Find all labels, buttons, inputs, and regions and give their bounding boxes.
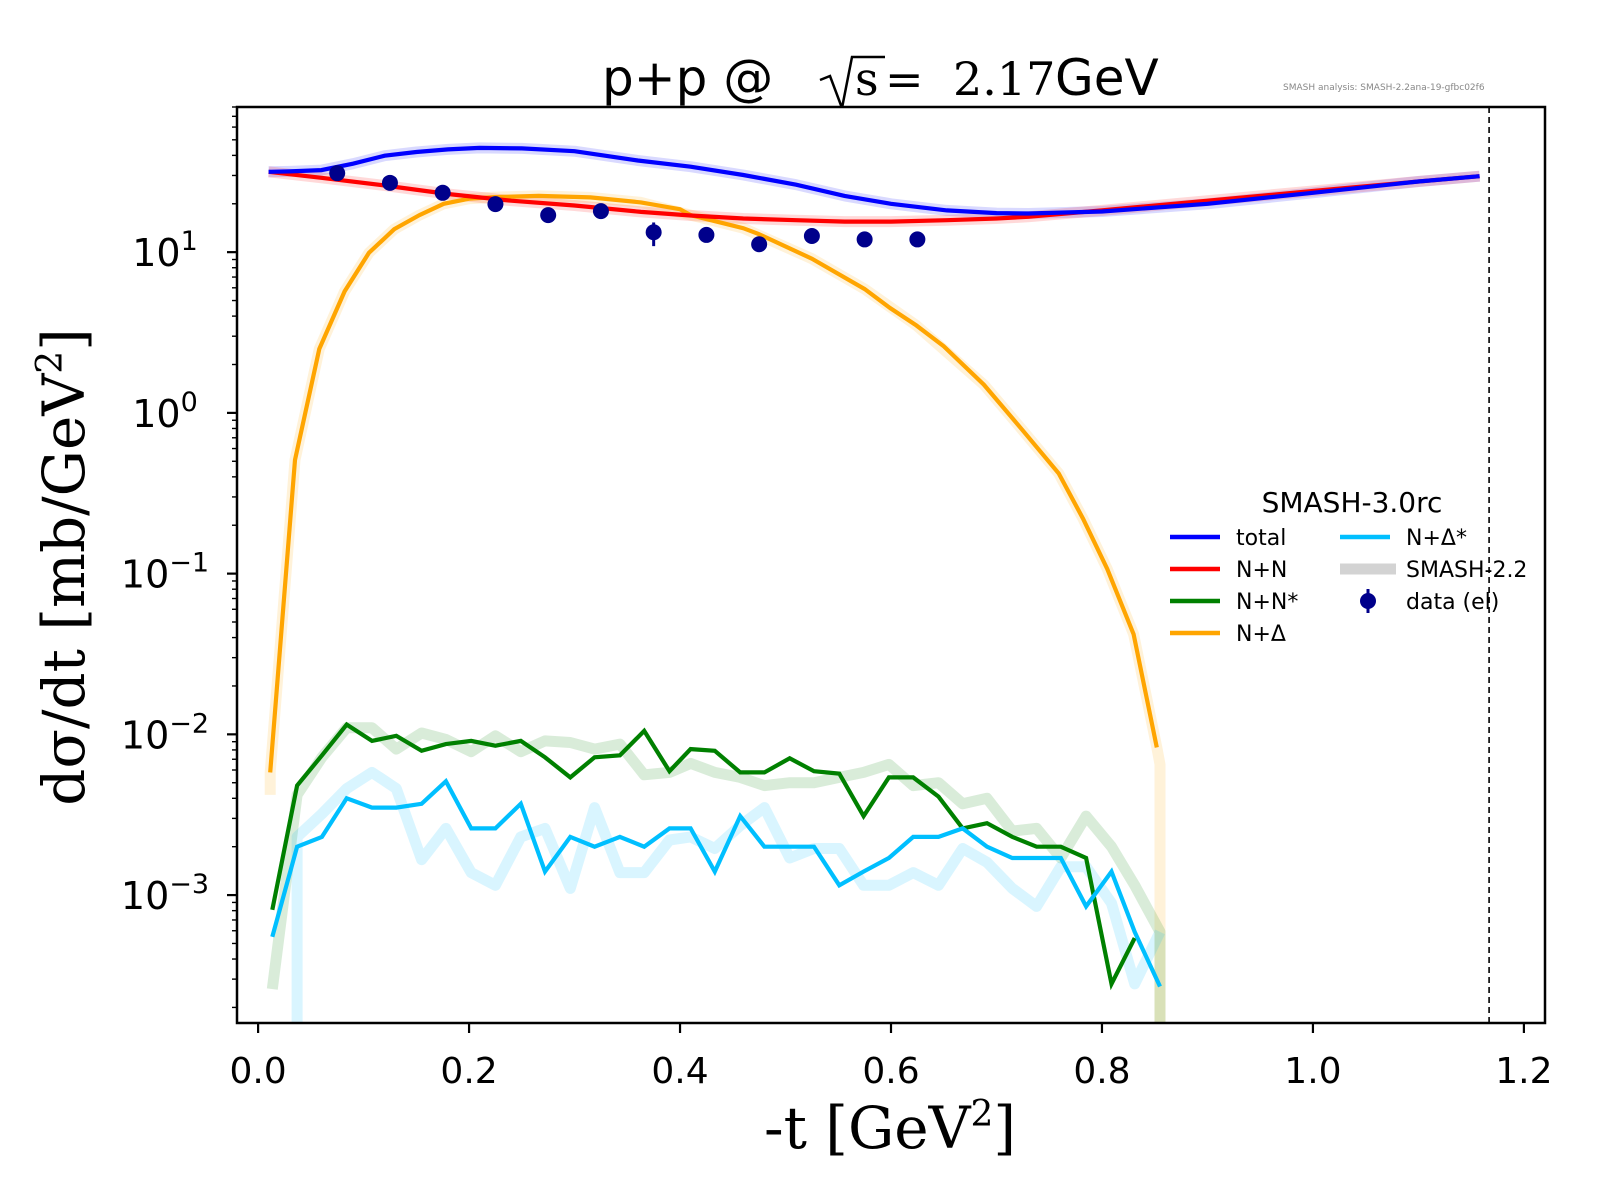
plot-background xyxy=(237,107,1545,1023)
x-tick-label: 0.8 xyxy=(1073,1051,1130,1092)
legend: SMASH-3.0rc total N+N N+N* N+Δ N+Δ* SMASH-2.2… xyxy=(1170,486,1527,647)
legend-item-data-el: data (el) xyxy=(1360,589,1499,615)
data-point xyxy=(751,236,768,253)
data-points-layer xyxy=(329,165,926,253)
y-tick-label: 10−2 xyxy=(121,708,209,757)
data-point xyxy=(909,231,926,248)
x-tick-label: 1.2 xyxy=(1495,1051,1552,1092)
legend-item-n: N+Δ* xyxy=(1340,526,1467,551)
data-point xyxy=(592,203,609,220)
data-point xyxy=(698,226,715,243)
x-tick-label: 0.2 xyxy=(440,1051,497,1092)
chart-title: p+p @ s = 2.17 GeV xyxy=(602,49,1159,113)
series-line-total xyxy=(268,145,1480,216)
y-tick-label: 101 xyxy=(132,226,198,275)
legend-label: N+Δ* xyxy=(1406,526,1467,551)
x-tick-label: 0.4 xyxy=(651,1051,708,1092)
legend-title: SMASH-3.0rc xyxy=(1262,486,1443,519)
data-point xyxy=(434,184,451,201)
legend-label: N+N* xyxy=(1236,590,1298,615)
legend-label: data (el) xyxy=(1406,590,1499,615)
watermark: SMASH analysis: SMASH-2.2ana-19-gfbc02f6 xyxy=(1283,83,1485,93)
x-axis-label: -t [GeV2] xyxy=(764,1094,1016,1162)
legend-item-smash-2-2: SMASH-2.2 xyxy=(1340,558,1527,583)
series-line-n-deltastar-smash-2.2 xyxy=(291,766,1165,1023)
y-tick-label: 10−3 xyxy=(121,869,209,918)
legend-label: N+N xyxy=(1236,558,1287,583)
x-tick-label: 0.0 xyxy=(229,1051,286,1092)
y-axis: 10−3 10−2 10−1 100 101 xyxy=(121,106,237,1009)
y-axis-label: dσ/dt [mb/GeV2] xyxy=(30,328,98,806)
title-sqrt-arg: s xyxy=(855,52,879,106)
data-point xyxy=(487,196,504,213)
plot-area xyxy=(235,105,1547,1025)
y-tick-label: 100 xyxy=(132,387,198,436)
data-point xyxy=(803,228,820,245)
x-tick-label: 1.0 xyxy=(1284,1051,1341,1092)
legend-label: total xyxy=(1236,526,1286,551)
title-eq: = xyxy=(885,52,924,106)
series-line-n-nstar-smash-2.2 xyxy=(266,722,1166,1023)
legend-label: SMASH-2.2 xyxy=(1406,558,1527,583)
legend-item-total: total xyxy=(1170,526,1286,551)
series-line-n-nstar xyxy=(270,721,1137,991)
data-point xyxy=(381,174,398,191)
y-tick-label: 10−1 xyxy=(121,548,209,597)
legend-item-n-n: N+N* xyxy=(1170,590,1298,615)
title-prefix: p+p @ xyxy=(602,49,773,107)
legend-label: N+Δ xyxy=(1236,622,1286,647)
data-point xyxy=(645,224,662,241)
smash-3.0rc-series-layer xyxy=(268,145,1480,991)
x-tick-label: 0.6 xyxy=(862,1051,919,1092)
legend-item-n-n: N+N xyxy=(1170,558,1287,583)
series-line-n-deltastar xyxy=(270,777,1162,988)
data-point xyxy=(540,207,557,224)
series-line-n-n xyxy=(268,169,1480,224)
legend-marker-icon xyxy=(1360,593,1376,609)
title-unit: GeV xyxy=(1055,49,1159,107)
x-axis: 0.0 0.2 0.4 0.6 0.8 1.0 1.2 xyxy=(229,1023,1553,1092)
data-point xyxy=(856,231,873,248)
legend-item-n: N+Δ xyxy=(1170,622,1286,647)
title-value: 2.17 xyxy=(953,52,1055,106)
data-point xyxy=(329,165,346,182)
